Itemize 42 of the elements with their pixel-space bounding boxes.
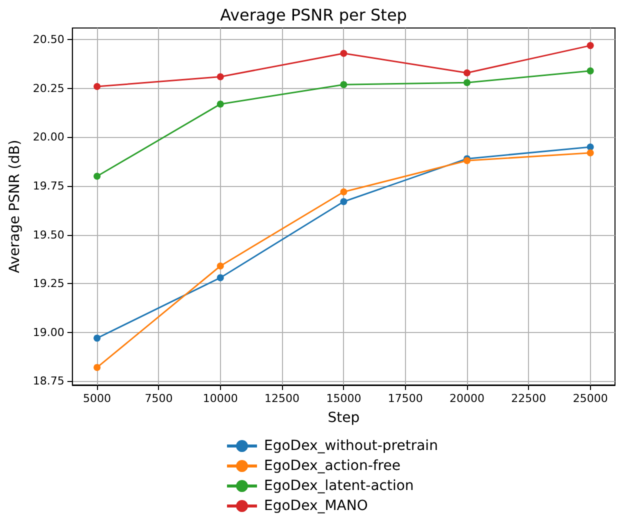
x-axis-title: Step	[328, 410, 360, 426]
y-tick-label: 19.50	[32, 228, 64, 242]
point	[586, 42, 594, 50]
point	[94, 364, 101, 371]
y-tick-label: 20.00	[32, 130, 64, 144]
x-tick-label: 10000	[202, 392, 238, 405]
legend-label: EgoDex_MANO	[264, 498, 368, 514]
y-tick-label: 19.25	[32, 277, 64, 290]
point	[216, 262, 224, 270]
x-tick-label: 20000	[450, 392, 485, 405]
point	[94, 334, 101, 342]
point	[216, 274, 224, 282]
y-tick-label: 19.00	[32, 326, 64, 339]
point	[94, 172, 101, 180]
x-tick-label: 15000	[326, 392, 362, 405]
legend-label: EgoDex_without-pretrain	[264, 438, 438, 454]
x-tick-label: 25000	[572, 392, 608, 405]
point	[340, 50, 348, 57]
point	[340, 188, 348, 196]
y-tick-label: 20.25	[32, 82, 64, 95]
y-tick-label: 18.75	[32, 374, 64, 388]
point	[94, 83, 101, 90]
x-tick-label: 17500	[388, 392, 423, 405]
x-tick-label: 5000	[83, 392, 112, 405]
point	[464, 79, 471, 86]
point	[216, 100, 224, 108]
legend-label: EgoDex_latent-action	[264, 478, 414, 494]
y-axis-title: Average PSNR (dB)	[7, 140, 23, 274]
x-tick-label: 7500	[144, 392, 173, 405]
point	[340, 198, 348, 206]
point	[586, 67, 594, 74]
x-tick-label: 22500	[511, 392, 546, 405]
y-tick-label: 19.75	[32, 180, 64, 193]
y-tick-label: 20.50	[32, 33, 64, 46]
point	[216, 73, 224, 80]
legend-label: EgoDex_action-free	[264, 458, 400, 474]
point	[586, 149, 594, 156]
point	[586, 144, 594, 150]
point	[464, 69, 471, 76]
chart-title: Average PSNR per Step	[220, 6, 407, 24]
x-tick-label: 12500	[264, 392, 300, 405]
point	[340, 81, 348, 88]
